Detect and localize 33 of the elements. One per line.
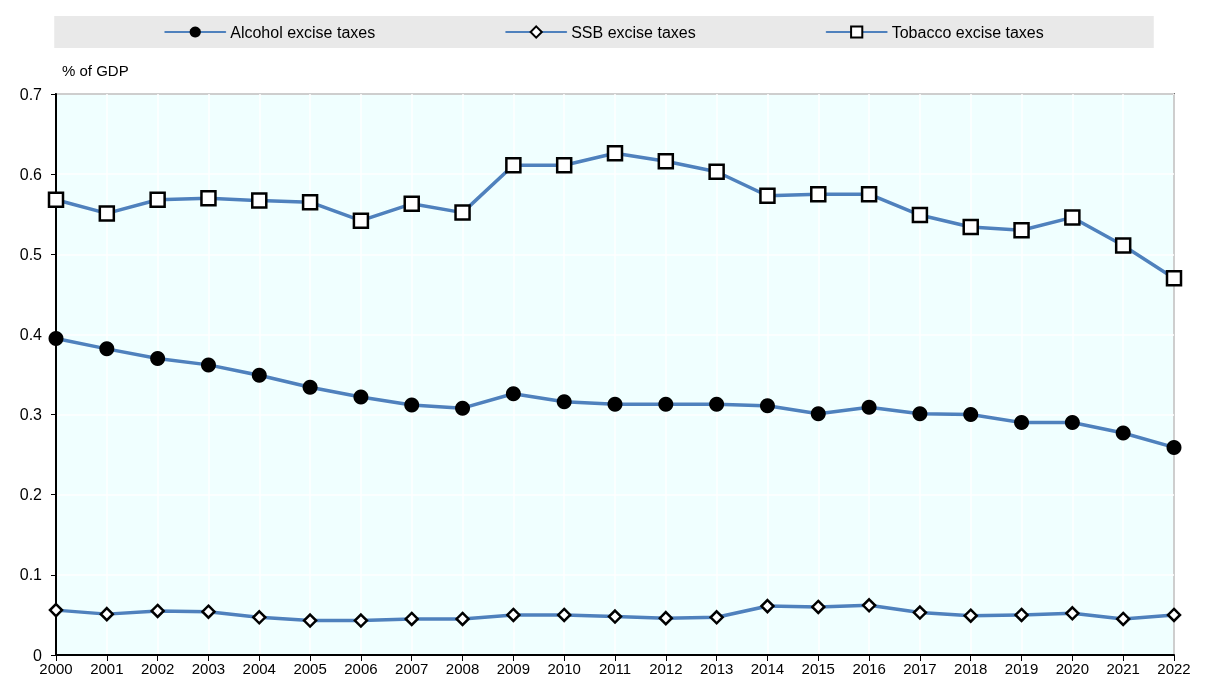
x-tick-label: 2006 <box>344 660 378 677</box>
y-tick-label: 0.2 <box>19 486 43 504</box>
x-tick-label: 2019 <box>1004 660 1039 677</box>
legend-label: Tobacco excise taxes <box>891 23 1044 41</box>
x-tick-label: 2018 <box>954 660 988 677</box>
y-tick-label: 0.6 <box>19 165 43 183</box>
y-tick-label: 0.3 <box>19 406 43 424</box>
x-tick-label: 2021 <box>1106 660 1140 677</box>
y-tick-label: 0.1 <box>19 566 43 584</box>
x-tick-label: 2013 <box>699 660 734 677</box>
x-tick-label: 2002 <box>140 660 175 677</box>
y-tick-label: 0.7 <box>19 85 43 103</box>
x-tick-label: 2005 <box>293 660 327 677</box>
y-tick-label: 0.5 <box>19 245 43 263</box>
x-tick-label: 2016 <box>852 660 886 677</box>
x-tick-label: 2015 <box>801 660 835 677</box>
x-tick-label: 2017 <box>903 660 937 677</box>
x-tick-label: 2011 <box>598 660 632 677</box>
y-axis-title: % of GDP <box>62 62 129 79</box>
legend-label: SSB excise taxes <box>571 23 696 41</box>
y-tick-label: 0.4 <box>19 325 43 343</box>
x-tick-label: 2010 <box>547 660 581 677</box>
x-tick-label: 2009 <box>496 660 531 677</box>
x-tick-label: 2012 <box>649 660 683 677</box>
x-tick-label: 2003 <box>191 660 226 677</box>
x-tick-label: 2001 <box>90 660 124 677</box>
x-tick-label: 2004 <box>242 660 276 677</box>
x-tick-label: 2020 <box>1055 660 1090 677</box>
x-tick-label: 2008 <box>445 660 480 677</box>
x-tick-label: 2022 <box>1157 660 1191 677</box>
legend-label: Alcohol excise taxes <box>230 23 376 41</box>
x-tick-label: 2014 <box>750 660 785 677</box>
x-tick-label: 2007 <box>395 660 429 677</box>
